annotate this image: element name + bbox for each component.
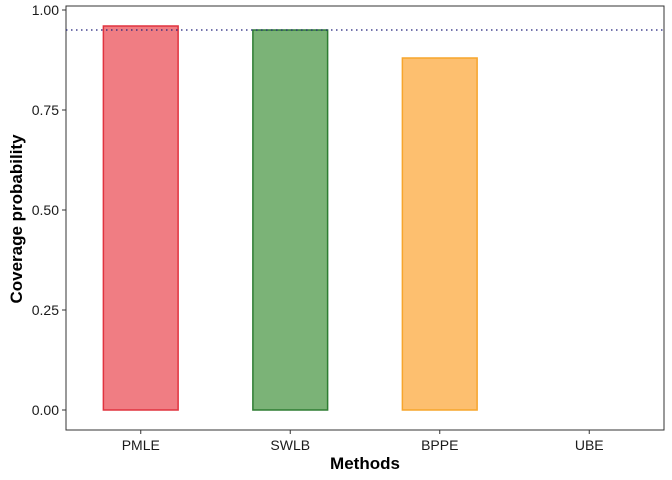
plot-border xyxy=(65,5,665,431)
x-tick-label: BPPE xyxy=(421,437,458,453)
y-tick-label: 0.50 xyxy=(32,202,59,218)
plot-area xyxy=(65,5,665,431)
y-axis-title: Coverage probability xyxy=(7,134,26,304)
x-axis-title: Methods xyxy=(330,454,400,473)
bars xyxy=(102,25,478,411)
y-tick-label: 0.00 xyxy=(32,402,59,418)
y-axis: 0.00 0.25 0.50 0.75 1.00 xyxy=(32,2,66,418)
bar-swlb xyxy=(252,29,329,411)
bar-bppe xyxy=(401,57,478,411)
y-tick-label: 0.25 xyxy=(32,302,59,318)
y-tick-label: 0.75 xyxy=(32,102,59,118)
x-tick-label: UBE xyxy=(575,437,604,453)
y-tick-label: 1.00 xyxy=(32,2,59,18)
bar-pmle xyxy=(102,25,179,411)
x-axis: PMLE SWLB BPPE UBE xyxy=(122,430,604,453)
x-tick-label: SWLB xyxy=(270,437,310,453)
x-tick-label: PMLE xyxy=(122,437,160,453)
